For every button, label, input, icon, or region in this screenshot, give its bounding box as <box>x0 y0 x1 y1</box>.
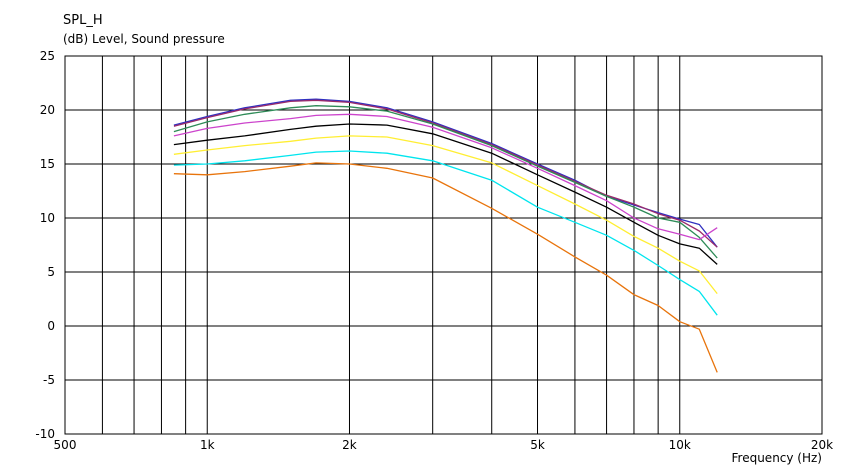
x-axis-label: Frequency (Hz) <box>732 451 823 465</box>
x-tick-label: 5k <box>530 438 545 452</box>
x-tick-labels: 500 1k 2k 5k 10k 20k <box>54 438 834 452</box>
y-tick-labels: 25 20 15 10 5 0 -5 -10 <box>35 49 55 441</box>
series-line-7 <box>173 150 718 316</box>
series-line-4 <box>173 113 718 241</box>
y-tick-label: 5 <box>47 265 55 279</box>
grid-lines <box>64 55 823 435</box>
series-lines <box>173 98 718 373</box>
y-tick-label: 15 <box>40 157 55 171</box>
x-tick-label: 2k <box>342 438 357 452</box>
series-line-6 <box>173 135 718 295</box>
y-tick-label: 25 <box>40 49 55 63</box>
plot-frame <box>64 55 823 435</box>
y-tick-label: -10 <box>35 427 55 441</box>
x-tick-label: 20k <box>811 438 833 452</box>
y-tick-label: 10 <box>40 211 55 225</box>
y-tick-label: -5 <box>43 373 55 387</box>
series-line-3 <box>173 105 718 259</box>
series-line-8 <box>173 162 718 373</box>
y-tick-label: 0 <box>47 319 55 333</box>
chart-title: SPL_H <box>63 13 103 28</box>
x-tick-label: 1k <box>200 438 215 452</box>
x-tick-label: 500 <box>54 438 77 452</box>
y-tick-label: 20 <box>40 103 55 117</box>
series-line-5 <box>173 123 718 265</box>
x-tick-label: 10k <box>669 438 691 452</box>
series-line-1 <box>173 98 718 248</box>
series-line-2 <box>173 99 718 248</box>
y-axis-label: (dB) Level, Sound pressure <box>63 32 225 46</box>
